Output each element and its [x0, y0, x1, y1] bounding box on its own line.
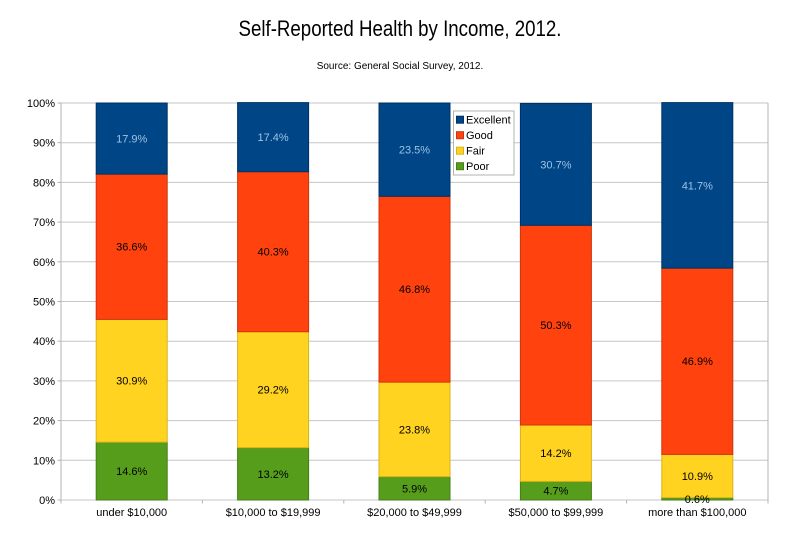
svg-text:20%: 20%	[33, 416, 55, 428]
svg-text:Source: General Social Survey,: Source: General Social Survey, 2012.	[317, 61, 484, 72]
svg-text:17.4%: 17.4%	[257, 132, 288, 144]
svg-text:10.9%: 10.9%	[682, 471, 713, 483]
svg-text:36.6%: 36.6%	[116, 242, 147, 254]
svg-text:40.3%: 40.3%	[257, 247, 288, 259]
svg-text:60%: 60%	[33, 257, 55, 269]
svg-text:13.2%: 13.2%	[257, 469, 288, 481]
svg-text:Self-Reported Health by Income: Self-Reported Health by Income, 2012.	[239, 16, 562, 41]
svg-text:17.9%: 17.9%	[116, 134, 147, 146]
svg-text:under $10,000: under $10,000	[96, 507, 167, 519]
svg-text:10%: 10%	[33, 455, 55, 467]
svg-text:46.9%: 46.9%	[682, 356, 713, 368]
svg-text:41.7%: 41.7%	[682, 180, 713, 192]
svg-text:40%: 40%	[33, 336, 55, 348]
svg-text:70%: 70%	[33, 217, 55, 229]
svg-text:46.8%: 46.8%	[399, 284, 430, 296]
svg-text:Fair: Fair	[466, 146, 485, 158]
svg-text:$10,000 to $19,999: $10,000 to $19,999	[226, 507, 321, 519]
svg-text:30.7%: 30.7%	[540, 159, 571, 171]
svg-text:29.2%: 29.2%	[257, 385, 288, 397]
svg-text:Poor: Poor	[466, 161, 490, 173]
svg-text:Excellent: Excellent	[466, 115, 511, 127]
svg-text:0%: 0%	[39, 495, 55, 507]
svg-text:23.5%: 23.5%	[399, 145, 430, 157]
svg-text:$50,000 to $99,999: $50,000 to $99,999	[508, 507, 603, 519]
svg-text:50.3%: 50.3%	[540, 320, 571, 332]
svg-text:more than $100,000: more than $100,000	[648, 507, 746, 519]
svg-text:$20,000 to $49,999: $20,000 to $49,999	[367, 507, 462, 519]
svg-text:30%: 30%	[33, 376, 55, 388]
svg-text:100%: 100%	[27, 98, 55, 110]
svg-text:5.9%: 5.9%	[402, 483, 427, 495]
svg-text:23.8%: 23.8%	[399, 424, 430, 436]
svg-text:80%: 80%	[33, 177, 55, 189]
svg-text:30.9%: 30.9%	[116, 376, 147, 388]
svg-text:90%: 90%	[33, 138, 55, 150]
svg-text:14.6%: 14.6%	[116, 466, 147, 478]
svg-text:50%: 50%	[33, 297, 55, 309]
svg-text:14.2%: 14.2%	[540, 448, 571, 460]
svg-text:Good: Good	[466, 130, 493, 142]
svg-text:0.6%: 0.6%	[685, 494, 710, 506]
svg-text:4.7%: 4.7%	[543, 486, 568, 498]
